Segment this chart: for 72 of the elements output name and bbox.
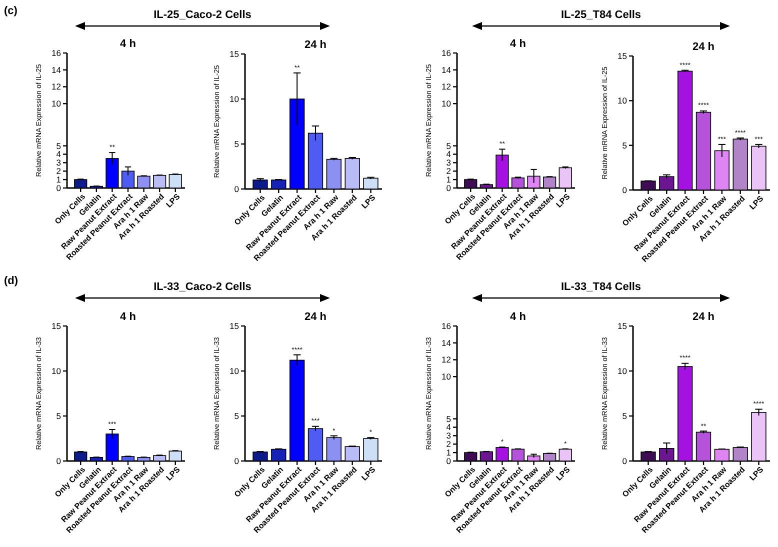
y-tick-label: 2: [446, 166, 452, 176]
chart-title: 24 h: [304, 311, 327, 323]
chart-title: 24 h: [692, 311, 715, 323]
y-tick-label: 12: [442, 354, 452, 365]
y-tick-label: 0: [446, 456, 452, 466]
y-tick-label: 15: [618, 320, 628, 331]
y-tick-label: 5: [56, 410, 62, 421]
chart-title: 4 h: [120, 38, 136, 50]
chart-title: 24 h: [304, 39, 327, 51]
text: IL-25_Caco-2 Cells: [154, 9, 252, 21]
y-tick-label: 12: [442, 82, 452, 92]
y-tick-label: 10: [230, 366, 240, 376]
y-tick-label: 10: [52, 366, 62, 376]
y-tick-label: 2: [56, 166, 62, 176]
x-tick-label: LPS: [164, 192, 182, 210]
y-tick-label: 0: [234, 184, 240, 194]
y-tick-label: 15: [230, 320, 240, 331]
chart-title: 4 h: [120, 311, 136, 323]
y-tick-label: 3: [446, 430, 452, 441]
y-tick-label: 10: [52, 98, 62, 109]
y-tick-label: 16: [442, 320, 452, 331]
y-tick-label: 2: [446, 439, 452, 450]
y-tick-label: 10: [442, 372, 452, 382]
x-tick-label: LPS: [748, 194, 766, 212]
y-tick-label: 4: [56, 149, 62, 160]
y-tick-label: 4: [446, 422, 452, 432]
text: (d): [4, 275, 18, 287]
y-tick-label: 15: [52, 320, 62, 331]
y-tick-label: 5: [234, 138, 240, 149]
y-tick-label: 1: [56, 174, 62, 185]
chart-title: 24 h: [692, 41, 715, 53]
y-tick-label: 5: [622, 410, 628, 421]
x-tick-label: LPS: [164, 464, 182, 482]
x-tick-label: LPS: [748, 464, 766, 482]
y-tick-label: 10: [618, 96, 628, 106]
x-tick-label: LPS: [360, 464, 378, 482]
y-tick-label: 10: [230, 94, 240, 104]
y-tick-label: 14: [52, 64, 62, 75]
y-tick-label: 14: [442, 338, 452, 348]
y-tick-label: 1: [446, 448, 452, 458]
y-tick-label: 0: [56, 182, 62, 193]
y-tick-label: 4: [446, 149, 452, 160]
y-tick-label: 0: [622, 184, 628, 195]
y-tick-label: 16: [52, 48, 62, 58]
x-tick-label: LPS: [554, 464, 572, 482]
y-tick-label: 5: [56, 140, 62, 151]
chart-title: 4 h: [510, 38, 526, 50]
y-tick-label: 1: [446, 174, 452, 185]
y-tick-label: 14: [442, 64, 452, 75]
y-tick-label: 5: [446, 140, 452, 151]
y-tick-label: 5: [446, 414, 452, 424]
y-tick-label: 0: [234, 456, 240, 466]
chart-title: 4 h: [510, 311, 526, 323]
x-tick-label: LPS: [360, 192, 378, 210]
y-tick-label: 12: [52, 82, 62, 92]
x-tick-label: LPS: [554, 192, 572, 210]
y-tick-label: 15: [618, 50, 628, 61]
text: IL-33_Caco-2 Cells: [154, 281, 252, 293]
y-tick-label: 3: [446, 158, 452, 168]
y-tick-label: 16: [442, 48, 452, 58]
text: (c): [4, 5, 18, 17]
y-tick-label: 5: [234, 410, 240, 421]
y-tick-label: 10: [618, 366, 628, 376]
y-tick-label: 0: [622, 456, 628, 466]
y-tick-label: 0: [446, 182, 452, 193]
y-tick-label: 5: [622, 140, 628, 150]
text: IL-25_T84 Cells: [560, 9, 642, 21]
y-tick-label: 3: [56, 158, 62, 168]
y-tick-label: 15: [230, 48, 240, 59]
y-tick-label: 10: [442, 98, 452, 109]
text: IL-33_T84 Cells: [560, 281, 642, 293]
y-tick-label: 0: [56, 456, 62, 466]
